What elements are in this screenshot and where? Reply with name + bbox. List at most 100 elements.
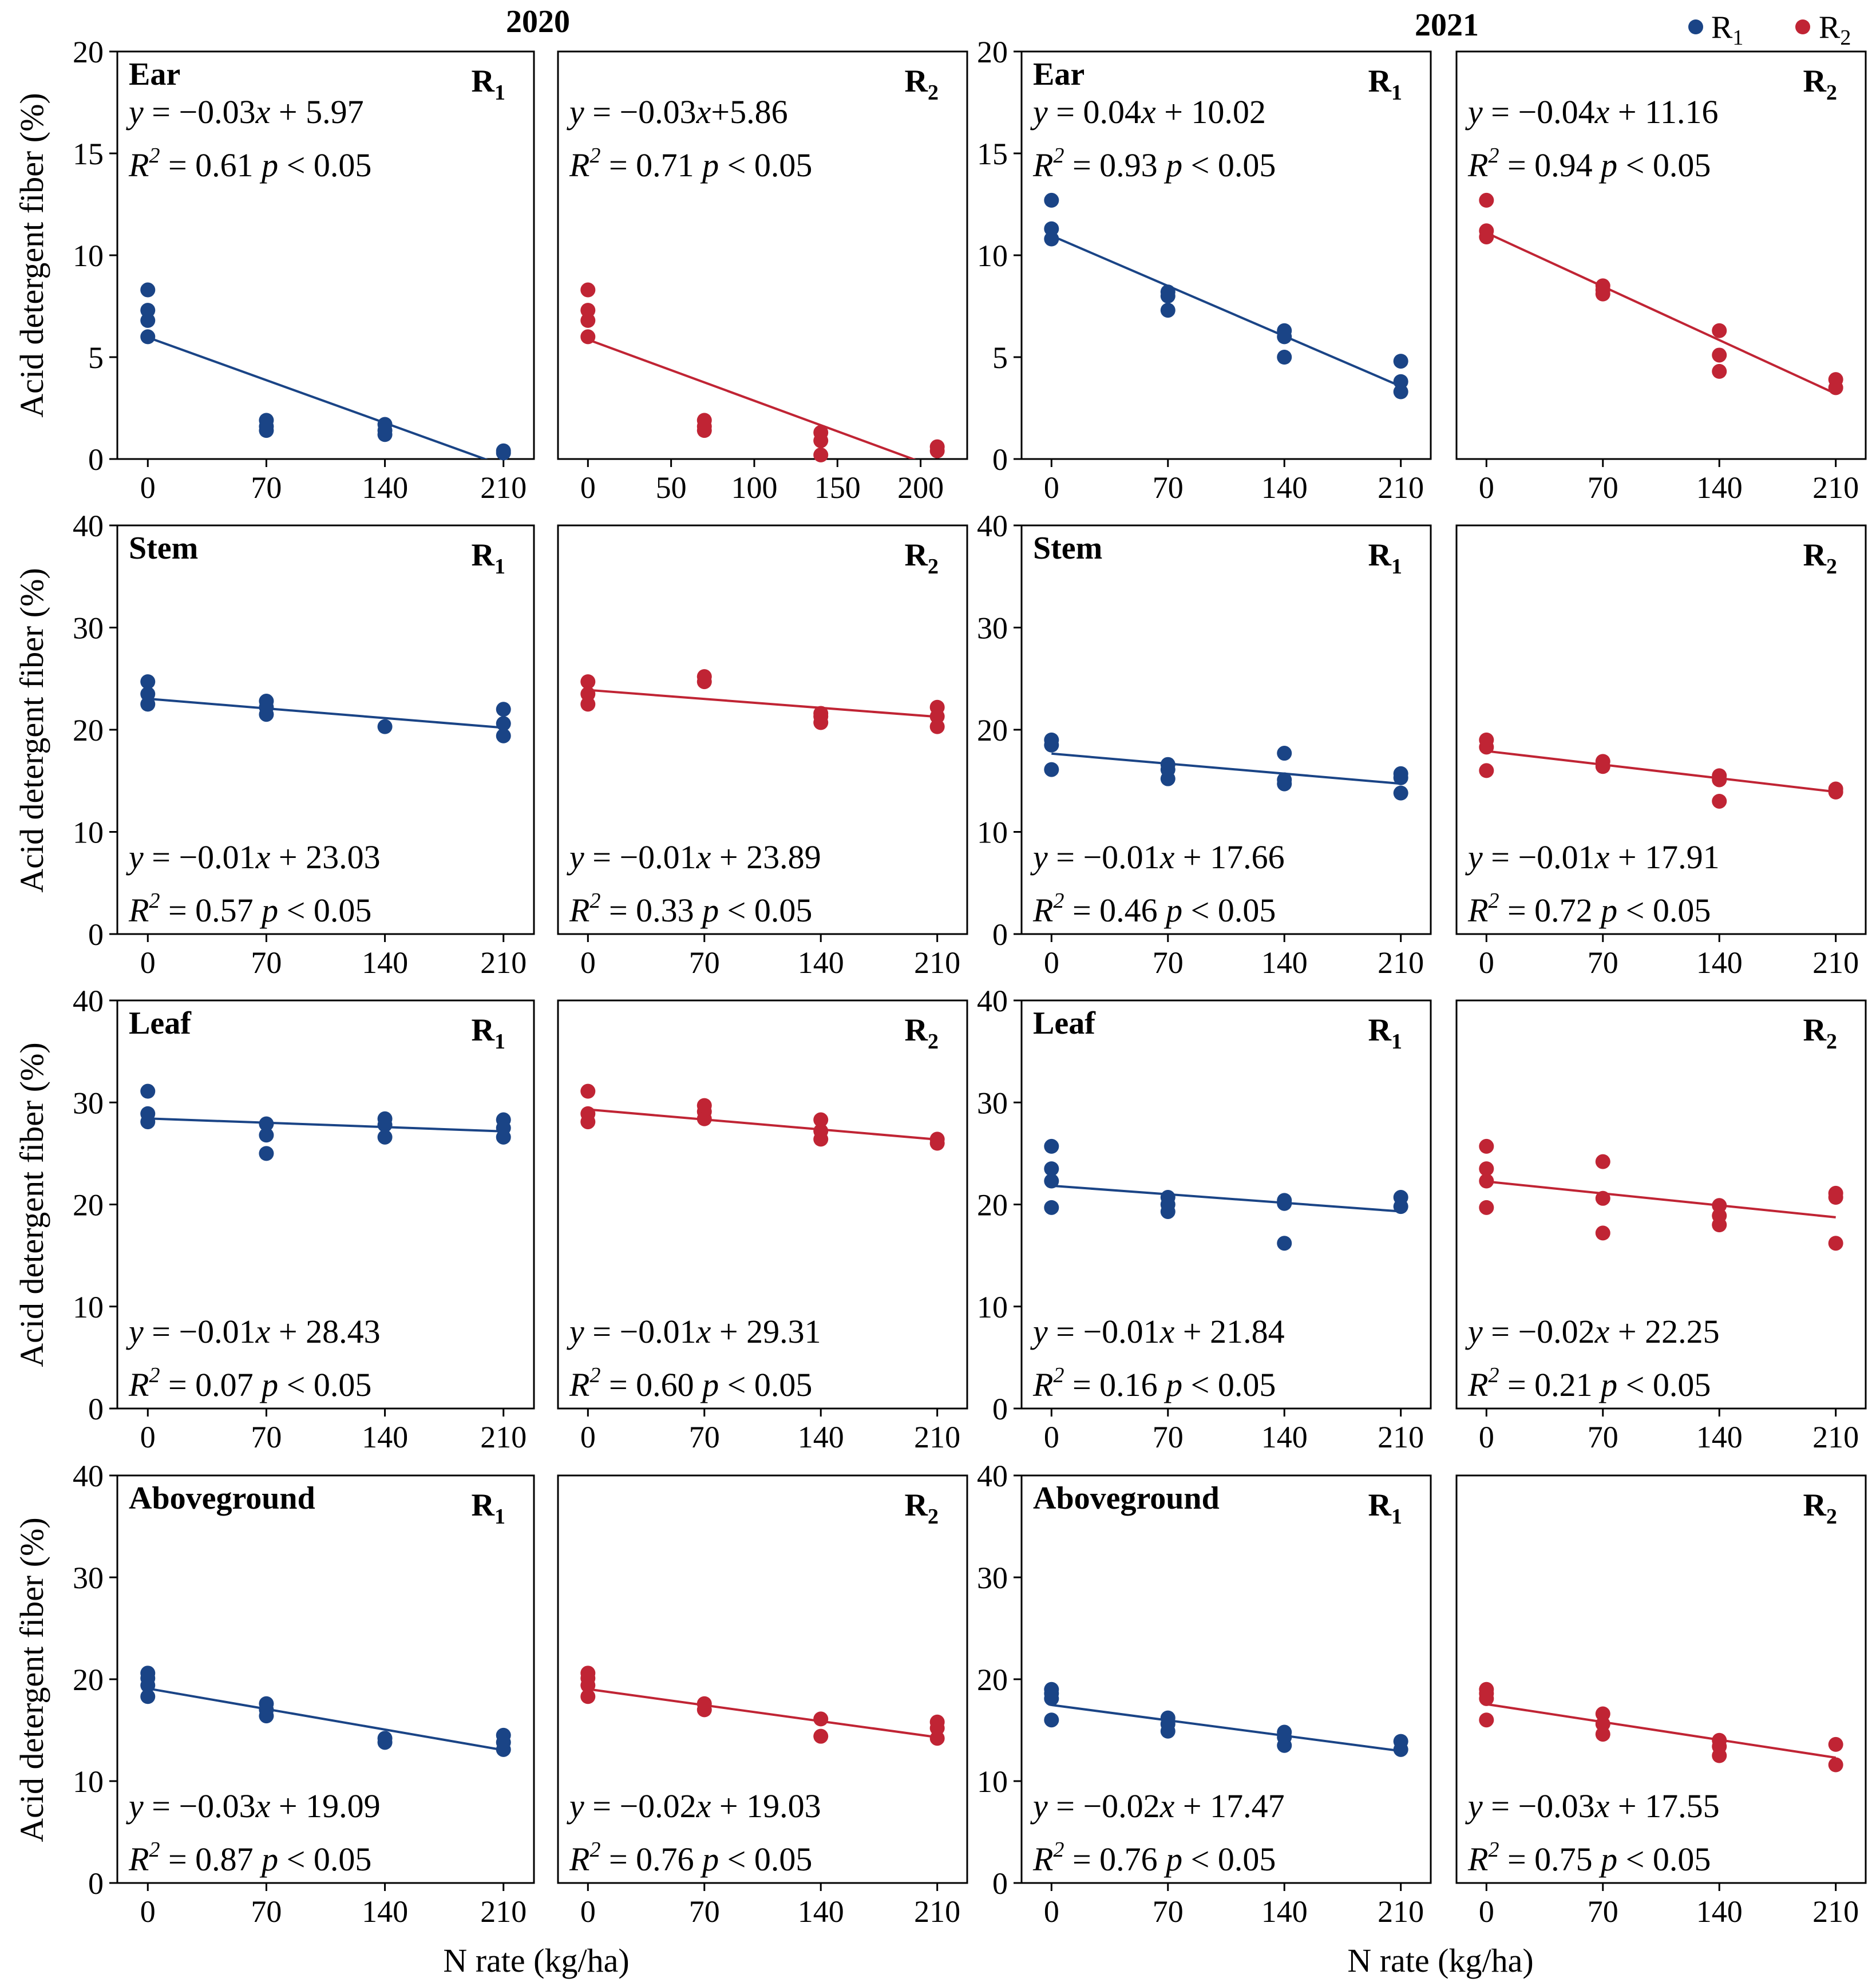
data-point <box>580 282 596 298</box>
panel-2020-leaf-R2: 0 70 140 210 R2 y = −0.01x + 29.31 R2 = 0.60 p… <box>557 999 968 1454</box>
organ-label: Stem <box>129 531 198 566</box>
y-tick-label: 40 <box>73 984 104 1018</box>
y-tick-label: 20 <box>977 1663 1008 1697</box>
y-tick-label: 0 <box>88 1866 104 1901</box>
x-tick-label: 70 <box>1153 1894 1184 1929</box>
regression-line <box>588 689 937 718</box>
regression-line <box>588 1688 937 1739</box>
x-tick-label: 70 <box>251 945 282 980</box>
x-tick-label: 70 <box>1153 470 1184 505</box>
organ-label: Stem <box>1033 531 1102 566</box>
y-tick-label: 0 <box>88 917 104 952</box>
y-tick-label: 10 <box>977 816 1008 850</box>
x-tick-label: 140 <box>362 470 408 505</box>
data-point <box>1828 1736 1843 1752</box>
r-squared-text: R2 = 0.33 p < 0.05 <box>569 889 812 929</box>
y-tick-label: 20 <box>73 713 104 747</box>
data-point <box>140 1689 156 1704</box>
panel-2021-ear-R1: 0 5 10 15 20 0 70 140 210 Ear R1 y = 0.04x + 10.02 R… <box>977 35 1432 505</box>
regression-line <box>148 1117 504 1133</box>
data-point <box>140 1083 156 1099</box>
y-tick-label: 5 <box>992 341 1008 375</box>
regression-equation: y = −0.03x + 19.09 <box>126 1787 381 1825</box>
x-axis-label-2021: N rate (kg/ha) <box>1347 1942 1533 1979</box>
y-tick-label: 30 <box>73 611 104 646</box>
y-tick-label: 10 <box>977 239 1008 273</box>
data-point <box>580 312 596 328</box>
y-tick-label: 0 <box>88 442 104 477</box>
data-point <box>580 1106 596 1121</box>
x-tick-label: 210 <box>914 1420 960 1454</box>
organ-label: Ear <box>129 57 180 92</box>
legend-sub-r1: 1 <box>1732 26 1743 50</box>
x-tick-label: 0 <box>1479 1420 1494 1454</box>
series-label: R2 <box>905 537 939 579</box>
data-point <box>1393 374 1408 389</box>
data-point <box>929 699 945 715</box>
data-point <box>140 1665 156 1681</box>
x-tick-label: 70 <box>251 1420 282 1454</box>
x-tick-label: 140 <box>1261 470 1308 505</box>
regression-line <box>1486 1703 1836 1759</box>
x-tick-label: 70 <box>1588 945 1618 980</box>
y-tick-label: 30 <box>977 1561 1008 1595</box>
data-point <box>1595 1716 1610 1732</box>
regression-line <box>1486 232 1837 395</box>
regression-line <box>1051 752 1401 785</box>
x-tick-label: 140 <box>798 1420 844 1454</box>
x-tick-label: 0 <box>1479 470 1494 505</box>
regression-line <box>1051 1184 1401 1213</box>
regression-equation: y = −0.01x + 29.31 <box>567 1313 821 1350</box>
y-tick-label: 0 <box>992 917 1008 952</box>
data-point <box>929 719 945 734</box>
data-point <box>1044 732 1059 747</box>
regression-equation: y = −0.03x+5.86 <box>567 93 788 130</box>
data-point <box>1828 781 1843 797</box>
data-point <box>1828 1236 1843 1251</box>
organ-label: Leaf <box>129 1006 192 1041</box>
data-point <box>1393 1190 1408 1205</box>
series-label: R2 <box>1803 1012 1837 1054</box>
x-tick-label: 140 <box>362 1420 408 1454</box>
panel-2020-leaf-R1: 0 10 20 30 40 0 70 140 210 Leaf R1 y = −0.01x + 28.… <box>73 984 535 1454</box>
regression-line <box>588 1108 937 1141</box>
panel-frame <box>557 999 968 1410</box>
data-point <box>1712 793 1727 809</box>
data-point <box>496 728 511 743</box>
data-point <box>1712 1198 1727 1213</box>
x-tick-label: 70 <box>251 470 282 505</box>
y-tick-label: 30 <box>73 1086 104 1120</box>
series-label: R1 <box>472 1012 505 1054</box>
x-tick-label: 70 <box>251 1894 282 1929</box>
data-point <box>1479 732 1494 747</box>
series-label: R1 <box>1368 64 1402 105</box>
r-squared-text: R2 = 0.71 p < 0.05 <box>569 144 812 184</box>
data-point <box>140 282 156 298</box>
x-tick-label: 0 <box>140 1420 156 1454</box>
data-point <box>1044 1682 1059 1697</box>
series-label: R1 <box>1368 537 1402 579</box>
panel-frame <box>1455 1474 1867 1884</box>
series-label: R1 <box>472 1487 505 1529</box>
data-point <box>496 702 511 717</box>
data-point <box>1828 1185 1843 1201</box>
panel-2021-stem-R1: 0 10 20 30 40 0 70 140 210 Stem R1 y = −0.01x + 17.… <box>977 509 1432 980</box>
x-tick-label: 140 <box>798 945 844 980</box>
panel-2020-stem-R1: 0 10 20 30 40 0 70 140 210 Stem R1 y = −0.01x + 23.… <box>73 509 535 980</box>
data-point <box>1393 785 1408 801</box>
x-tick-label: 200 <box>897 470 944 505</box>
x-tick-label: 140 <box>1261 945 1308 980</box>
legend: R1 R2 <box>1688 10 1851 50</box>
legend-label-r2: R <box>1819 10 1841 45</box>
data-point <box>259 1116 274 1132</box>
r-squared-text: R2 = 0.76 p < 0.05 <box>1032 1838 1276 1878</box>
series-label: R1 <box>1368 1487 1402 1529</box>
data-point <box>1044 1712 1059 1728</box>
data-point <box>929 1714 945 1730</box>
x-tick-label: 210 <box>1378 945 1424 980</box>
data-point <box>1044 1138 1059 1154</box>
regression-equation: y = −0.01x + 17.91 <box>1465 838 1720 876</box>
y-axis-label-row4: Acid detergent fiber (%) <box>13 1517 50 1842</box>
data-point <box>1479 223 1494 239</box>
y-tick-label: 30 <box>977 611 1008 646</box>
